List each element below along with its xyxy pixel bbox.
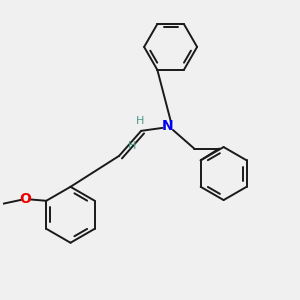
- Text: N: N: [162, 119, 173, 134]
- Text: H: H: [128, 141, 136, 151]
- Text: O: O: [19, 192, 31, 206]
- Text: H: H: [136, 116, 144, 126]
